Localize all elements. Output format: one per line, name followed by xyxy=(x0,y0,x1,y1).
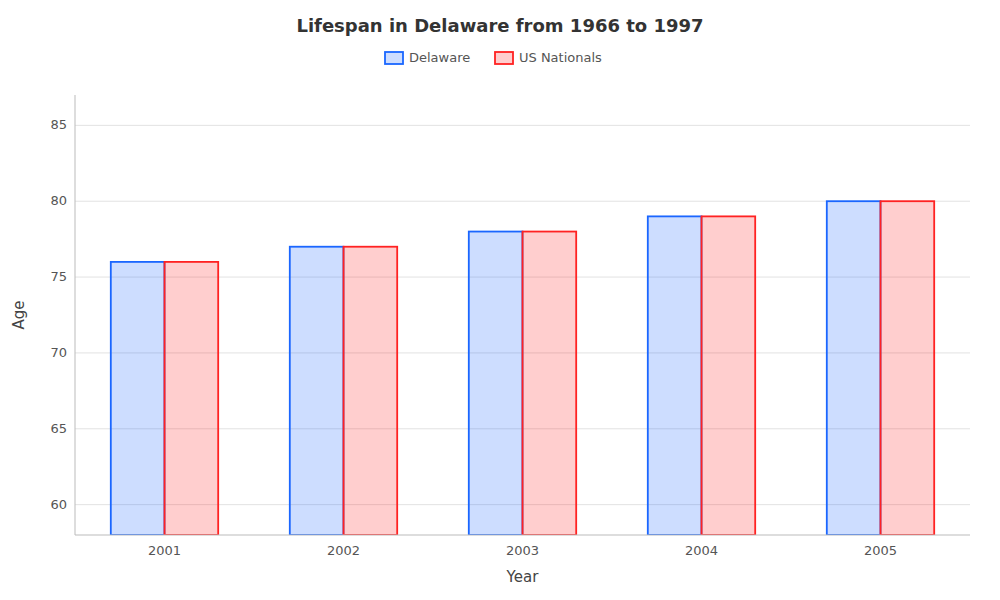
bar xyxy=(469,232,523,535)
x-tick-label: 2003 xyxy=(506,543,539,558)
y-tick-label: 70 xyxy=(50,345,67,360)
bar xyxy=(165,262,219,535)
x-tick-label: 2001 xyxy=(148,543,181,558)
bar xyxy=(344,247,398,535)
y-tick-label: 60 xyxy=(50,497,67,512)
bar xyxy=(827,201,881,535)
y-tick-label: 65 xyxy=(50,421,67,436)
y-tick-label: 80 xyxy=(50,193,67,208)
x-tick-label: 2004 xyxy=(685,543,718,558)
legend: Delaware US Nationals xyxy=(385,50,602,65)
y-tick-label: 85 xyxy=(50,117,67,132)
x-axis-line xyxy=(75,535,970,536)
bar xyxy=(290,247,344,535)
y-axis-line xyxy=(75,95,76,535)
bar xyxy=(111,262,165,535)
bar xyxy=(881,201,935,535)
bar xyxy=(648,216,702,535)
x-tick-label: 2002 xyxy=(327,543,360,558)
grid-line xyxy=(75,125,970,126)
x-tick-label: 2005 xyxy=(864,543,897,558)
legend-swatch xyxy=(385,52,403,64)
bars xyxy=(111,201,934,535)
legend-label: US Nationals xyxy=(519,50,602,65)
legend-label: Delaware xyxy=(409,50,470,65)
x-axis-label: Year xyxy=(506,568,540,586)
y-axis-label: Age xyxy=(10,300,28,329)
bar xyxy=(702,216,756,535)
chart: Lifespan in Delaware from 1966 to 1997 60… xyxy=(0,0,1000,600)
y-tick-label: 75 xyxy=(50,269,67,284)
title: Lifespan in Delaware from 1966 to 1997 xyxy=(296,15,703,36)
bar xyxy=(523,232,577,535)
legend-swatch xyxy=(495,52,513,64)
